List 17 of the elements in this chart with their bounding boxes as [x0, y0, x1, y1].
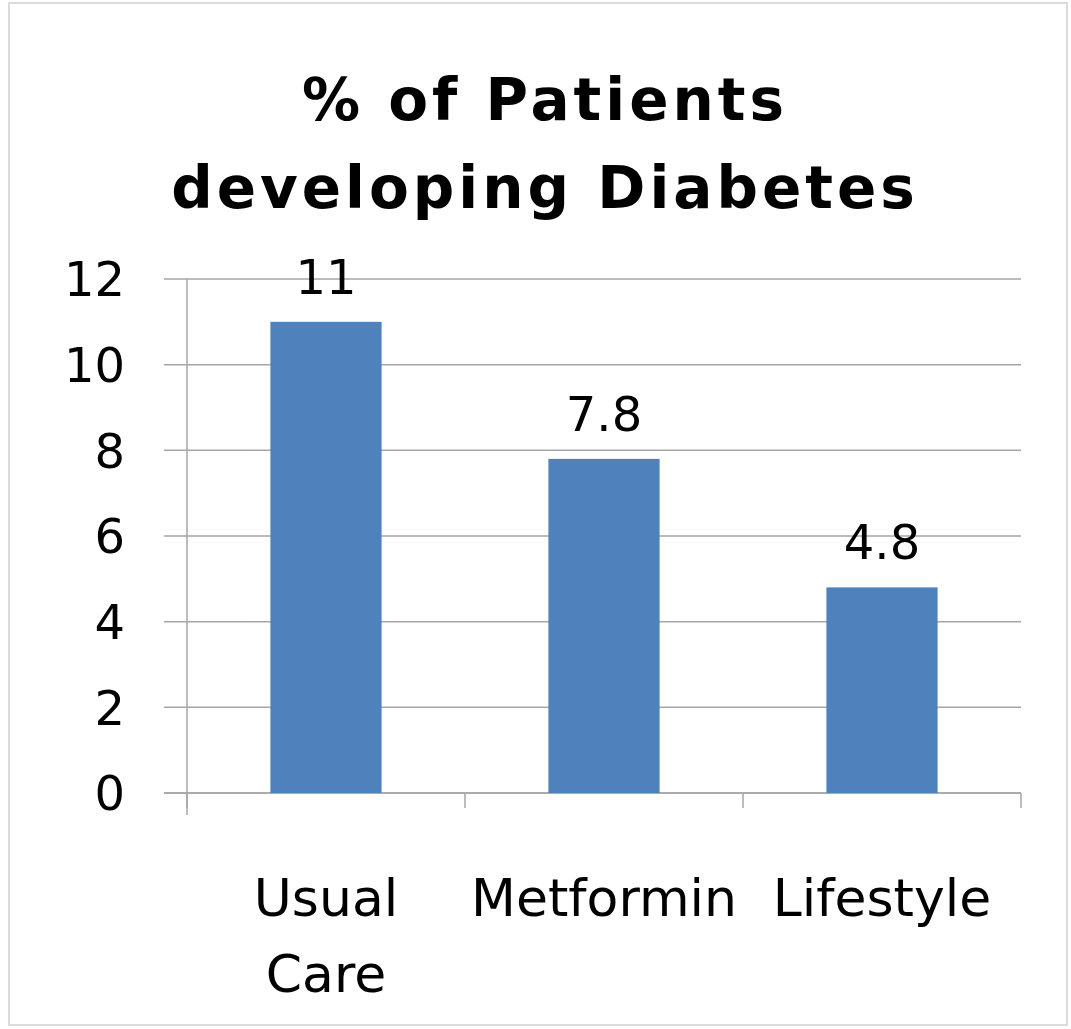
x-tick-label: Usual Care: [253, 868, 399, 1004]
bar: [548, 458, 660, 793]
y-tick-label: 6: [94, 508, 125, 565]
chart-title: % of Patients developing Diabetes: [171, 66, 919, 222]
y-tick-label: 10: [63, 336, 125, 393]
data-label: 7.8: [565, 385, 643, 442]
data-label: 11: [295, 248, 357, 305]
y-tick-label: 12: [63, 251, 125, 308]
bar: [270, 321, 382, 793]
y-tick-label: 8: [94, 422, 125, 479]
x-tick-label: Metformin: [471, 868, 737, 928]
y-tick-label: 4: [94, 593, 125, 650]
y-tick-label: 2: [94, 679, 125, 736]
x-tick-label: Lifestyle: [772, 868, 992, 928]
y-tick-label: 0: [94, 765, 125, 822]
bar: [826, 587, 938, 793]
data-label: 4.8: [843, 514, 921, 571]
